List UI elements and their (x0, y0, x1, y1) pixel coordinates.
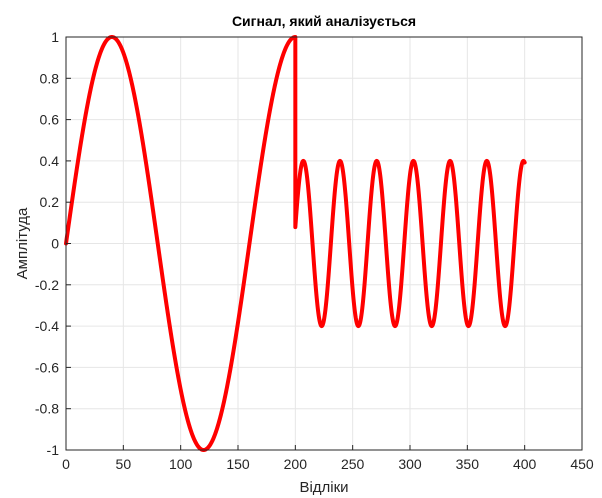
y-tick-label: 0 (51, 236, 59, 252)
plot-line-group (64, 35, 527, 452)
y-axis-label: Амплітуда (14, 207, 31, 279)
x-tick-label: 0 (62, 456, 70, 472)
chart-title: Сигнал, який аналізується (232, 13, 416, 29)
x-tick-label: 250 (341, 456, 365, 472)
y-tick-label: 0.8 (40, 70, 60, 86)
x-tick-label: 100 (169, 456, 193, 472)
signal-series-line (64, 35, 527, 452)
y-tick-label: -0.2 (35, 277, 59, 293)
x-tick-label: 300 (398, 456, 422, 472)
y-tick-label: -0.8 (35, 401, 59, 417)
x-tick-label: 200 (284, 456, 308, 472)
x-axis-label: Відліки (299, 479, 348, 496)
y-tick-label: -0.4 (35, 318, 59, 334)
y-tick-label: -0.6 (35, 359, 59, 375)
y-tick-label: 0.4 (40, 153, 60, 169)
x-axis-ticks: 0 50 100 150 200 250 300 350 400 450 (62, 445, 594, 472)
x-tick-label: 350 (456, 456, 480, 472)
x-tick-label: 450 (570, 456, 594, 472)
y-tick-label: 0.2 (40, 194, 60, 210)
x-tick-label: 400 (513, 456, 537, 472)
y-tick-label: -1 (47, 442, 60, 458)
y-tick-label: 1 (51, 29, 59, 45)
y-tick-label: 0.6 (40, 112, 60, 128)
x-tick-label: 50 (116, 456, 132, 472)
y-axis-ticks: -1 -0.8 -0.6 -0.4 -0.2 0 0.2 0.4 0.6 0.8 1 (35, 29, 71, 458)
x-tick-label: 150 (226, 456, 250, 472)
